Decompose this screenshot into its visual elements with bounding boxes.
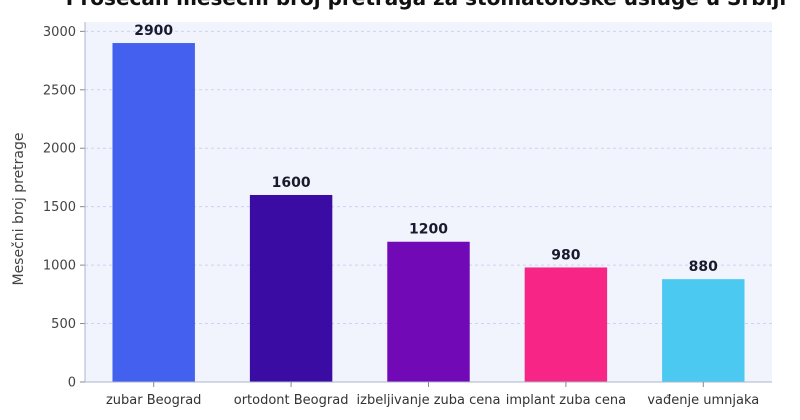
chart-title: Prosečan mesečni broj pretraga za stomat…: [66, 0, 786, 10]
y-tick-label: 500: [51, 317, 76, 332]
y-axis-title: Mesečni broj pretrage: [11, 132, 27, 285]
x-tick-label: zubar Beograd: [106, 393, 201, 408]
bar-2: [387, 241, 470, 382]
y-tick-label: 2000: [43, 142, 76, 157]
bar-4: [662, 279, 745, 382]
bar-1: [249, 194, 333, 382]
data-label: 880: [689, 259, 718, 275]
bar-0: [112, 43, 195, 382]
x-tick-label: vađenje umnjaka: [647, 393, 759, 408]
x-tick-label: izbeljivanje zuba cena: [357, 393, 501, 408]
y-tick-label: 1000: [43, 259, 76, 274]
y-tick-label: 1500: [43, 200, 76, 215]
bars: [112, 43, 745, 382]
x-tick-label: ortodont Beograd: [234, 393, 349, 408]
y-tick-label: 0: [68, 376, 76, 391]
data-label: 2900: [134, 23, 173, 39]
y-tick-label: 3000: [43, 25, 76, 40]
bar-3: [524, 267, 608, 382]
data-label: 980: [551, 247, 580, 263]
y-tick-label: 2500: [43, 83, 76, 98]
data-label: 1200: [409, 222, 448, 238]
labels: 0 500 1000 1500 2000 2500 3000 2900 zubar Beogra…: [43, 23, 759, 408]
x-tick-label: implant zuba cena: [506, 393, 626, 408]
axes: [80, 22, 772, 387]
data-label: 1600: [272, 175, 311, 191]
